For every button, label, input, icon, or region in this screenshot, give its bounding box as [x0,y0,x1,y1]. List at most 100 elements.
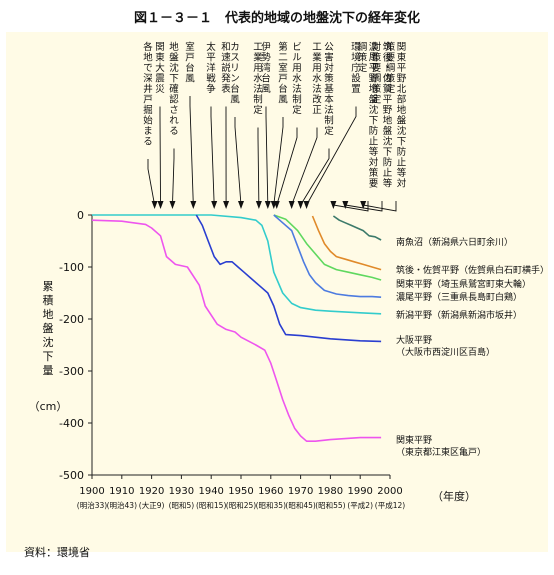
event-arrow-line [172,148,175,206]
event-annotation: 環境庁設置 [303,42,361,209]
series-line [195,214,382,343]
chart-panel [6,32,548,552]
series-label: 筑後・佐賀平野（佐賀県白石町横手） [396,264,549,276]
y-tick-label: -400 [59,417,84,430]
x-era-label: (昭和25) [226,501,256,510]
event-arrow-line [159,106,161,206]
y-tick-label: -500 [59,469,84,482]
event-label: カスリン台風 [230,42,240,106]
x-era-label: (大正9) [139,500,165,510]
event-arrow-line [265,106,269,206]
event-arrow-head [303,201,310,209]
event-annotation: 各地で深井戸掘始まる [143,41,158,209]
event-label: 筑後・佐賀平野地盤沈下防止等対策要綱策定 [372,41,393,190]
x-era-label: (明治43) [107,500,137,510]
event-annotation: ビル用水法制定 [273,42,302,209]
y-tick-label: -100 [59,261,84,274]
event-annotation: 関東平野北部地盤沈下防止等対策要綱策定 [360,41,407,212]
x-era-label: (平成2) [347,500,373,510]
x-tick-label: 1900 [79,486,104,497]
series-label: 南魚沼（新潟県六日町余川） [396,236,513,248]
event-label: 各地で深井戸掘始まる [143,41,153,148]
event-label: 濃尾平野地盤沈下防止等対策要綱策定 [358,41,379,190]
x-tick-label: 2000 [377,486,402,497]
x-tick-label: 1990 [347,486,372,497]
x-tick-label: 1980 [318,486,343,497]
x-tick-label: 1940 [198,486,223,497]
event-arrow-line [273,117,284,206]
y-axis-unit: （cm） [29,400,68,413]
event-arrow-head [264,201,271,209]
event-arrow-head [273,201,280,209]
event-arrow-line [306,106,357,206]
y-tick-label: 0 [77,209,84,222]
event-arrow-head [288,201,295,209]
x-tick-label: 1950 [228,486,253,497]
series-line [273,214,382,298]
source-note: 資料：環境省 [24,545,90,559]
event-arrow-line [234,117,242,206]
x-era-label: (平成12) [375,500,405,510]
event-label: 関東大震災 [155,42,165,95]
event-arrow-head [157,201,164,209]
event-label: 太平洋戦争 [206,41,216,95]
event-arrow-line [210,106,215,206]
x-era-label: (昭和35) [256,501,286,510]
event-arrow-line [345,201,383,212]
axes-layer: 0 -100 -200 -300 -400 -500 1900 (明治33)1910 (明治43… [59,209,405,510]
event-annotation: 関東大震災 [155,42,165,209]
event-label: 地盤沈下確認される [169,41,179,137]
series-label: 新潟平野（新潟県新潟市坂井） [396,309,522,321]
x-era-label: (昭和45) [285,501,315,510]
x-era-label: (昭和5) [169,501,195,510]
x-axis-title: （年度） [432,489,476,503]
event-label: 工業用水法改正 [312,42,322,116]
event-label: 第二室戸台風 [278,41,288,106]
event-label: 和速説発表 [221,42,231,95]
x-tick-label: 1960 [258,486,283,497]
series-label: 濃尾平野（三重県長島町白鶏） [396,291,522,303]
series-line [332,215,382,241]
series-label: 関東平野（埼玉県鷲宮町東大輪） [396,278,531,290]
y-axis-title: 累積地盤沈下量 [43,280,54,377]
event-annotation: カスリン台風 [230,42,244,209]
event-label: 室戸台風 [185,41,195,85]
x-tick-label: 1930 [169,486,194,497]
event-arrow-line [189,96,194,206]
series-label: 関東平野（東京都江東区亀戸） [396,434,486,458]
x-era-label: (昭和15) [196,501,226,510]
event-arrow-head [342,201,349,209]
event-annotation: 第二室戸台風 [270,41,288,209]
x-era-label: (昭和55) [315,501,345,510]
series-line [91,219,382,443]
event-arrow-head [151,201,158,209]
chart-title: 図１－３－１ 代表的地域の地盤沈下の経年変化 [134,10,420,26]
event-arrow-head [169,201,176,209]
series-labels-layer: 南魚沼（新潟県六日町余川） 筑後・佐賀平野（佐賀県白石町横手） 関東平野（埼玉県鷲宮… [396,236,549,458]
event-label: ビル用水法制定 [292,42,302,116]
event-arrow-head [211,201,218,209]
y-tick-label: -300 [59,365,84,378]
event-arrow-head [330,201,337,209]
series-line [311,215,382,271]
y-tick-label: -200 [59,313,84,326]
event-label: 環境庁設置 [351,42,361,95]
series-line [92,214,382,315]
x-era-label: (明治33) [77,500,107,510]
event-annotation: 伊勢湾台風 [261,41,271,209]
event-label: 工業用水法制定 [253,42,263,116]
event-annotation: 筑後・佐賀平野地盤沈下防止等対策要綱策定 [342,41,393,212]
event-arrow-head [297,201,304,209]
event-annotation: 室戸台風 [185,41,197,209]
series-line [273,214,382,281]
x-tick-label: 1970 [288,486,313,497]
event-arrow-line [363,201,397,212]
event-annotation: 濃尾平野地盤沈下防止等対策要綱策定 [330,41,379,212]
series-layer [91,214,382,443]
event-annotation: 公害対策基本法制定 [297,42,334,209]
event-annotation: 太平洋戦争 [206,41,218,209]
event-arrow-line [291,127,318,206]
x-tick-label: 1920 [139,486,164,497]
event-arrow-head [223,201,230,209]
